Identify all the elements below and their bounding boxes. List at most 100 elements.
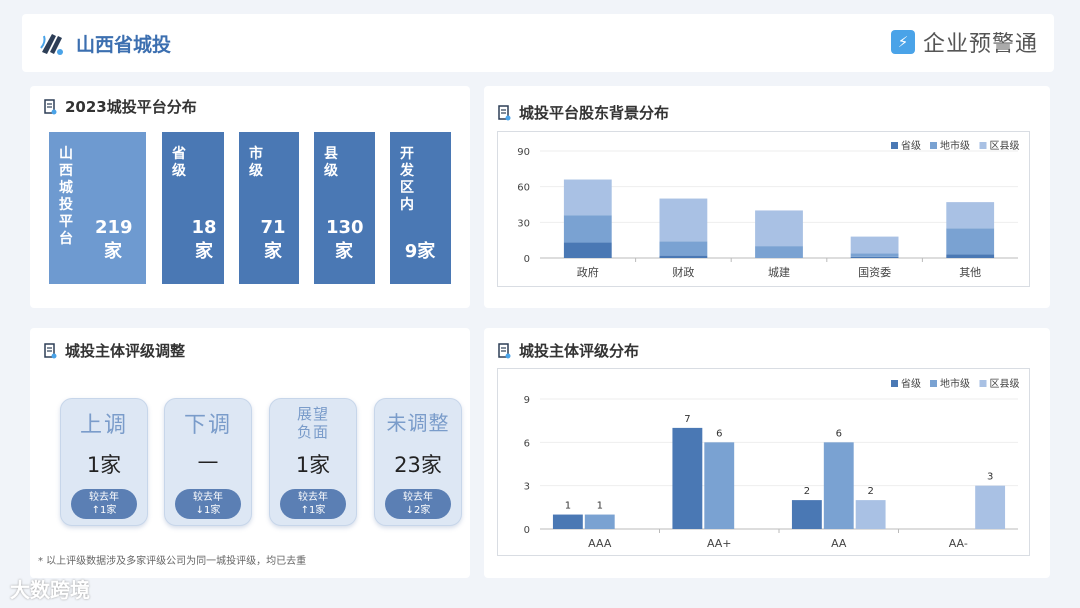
legend-swatch (891, 142, 898, 149)
platform-name: 县级 (324, 146, 338, 179)
data-label: 2 (867, 486, 873, 497)
bar-segment (563, 179, 612, 216)
platform-value: 9家 (404, 241, 436, 262)
footnote: * 以上评级数据涉及多家评级公司为同一城投评级，均已去重 (38, 556, 307, 567)
y-tick-label: 60 (517, 183, 530, 194)
card-outlook-negative: 展望负面 1家 较去年 ↑1家 (269, 398, 357, 526)
brand: ⚡ 企业预警通 (890, 26, 1038, 58)
bar-segment (850, 253, 899, 257)
legend-swatch (930, 142, 937, 149)
y-tick-label: 0 (524, 525, 530, 536)
lightning-icon: ⚡ (890, 30, 915, 54)
city-logo-icon (40, 34, 63, 55)
platform-block-county: 县级 130家 (314, 132, 375, 284)
data-label: 1 (597, 501, 603, 512)
change-label: 较去年 (298, 492, 328, 503)
card-count: 1家 (295, 453, 331, 477)
rating-chart-frame: 0 3 6 9 AAA AA+ AA AA- 1 1 7 6 2 6 2 3 区县级 地市级 省级 (497, 368, 1030, 556)
y-tick-label: 3 (524, 482, 530, 493)
y-tick-label: 30 (517, 218, 530, 229)
legend-label: 地市级 (940, 139, 970, 152)
bar-segment (659, 255, 708, 258)
document-icon (498, 342, 511, 358)
platform-value: 18家 (191, 217, 217, 262)
card-label: 下调 (183, 413, 232, 438)
change-value: ↓2家 (405, 505, 431, 516)
data-label: 7 (684, 414, 690, 425)
data-label: 3 (987, 472, 993, 483)
bar (584, 514, 615, 529)
platform-block-city: 市级 71家 (239, 132, 299, 284)
bar-segment (946, 202, 995, 229)
x-tick-label: 其他 (959, 266, 981, 279)
document-icon (498, 104, 511, 120)
bar-segment (659, 198, 708, 242)
document-icon (44, 342, 57, 358)
bar (791, 500, 822, 529)
platform-value: 130家 (326, 217, 364, 262)
rating-dist-title-text: 城投主体评级分布 (519, 342, 640, 360)
watermark: 大数跨境 (10, 578, 90, 602)
platform-name: 山西城投平台 (59, 146, 73, 247)
card-label: 展望负面 (296, 405, 329, 441)
card-upgrade: 上调 1家 较去年 ↑1家 (60, 398, 148, 526)
legend-swatch (979, 142, 987, 149)
change-label: 较去年 (89, 492, 119, 503)
card-label: 未调整 (386, 411, 450, 435)
bar-segment (755, 246, 803, 258)
platform-name: 市级 (249, 146, 263, 179)
change-pill: 较去年 ↑1家 (71, 489, 137, 519)
bar-segment (850, 256, 899, 258)
platform-section-title: 2023城投平台分布 (44, 96, 197, 117)
legend-label: 省级 (901, 139, 921, 152)
rating-dist-section-title: 城投主体评级分布 (498, 340, 639, 361)
shareholder-section-title: 城投平台股东背景分布 (498, 102, 669, 123)
x-tick-label: AA- (949, 537, 968, 550)
card-count: — (197, 449, 219, 473)
bar (552, 514, 583, 529)
shareholder-title-text: 城投平台股东背景分布 (519, 104, 670, 122)
bar (823, 442, 854, 529)
legend-swatch (979, 380, 987, 387)
platform-value: 71家 (260, 217, 286, 262)
bar (975, 485, 1006, 529)
x-tick-label: 国资委 (858, 266, 891, 279)
bar-segment (946, 228, 995, 255)
legend-label: 区县级 (990, 378, 1020, 390)
platform-title-text: 2023城投平台分布 (65, 98, 197, 116)
legend-label: 地市级 (940, 377, 970, 390)
platform-block-total: 山西城投平台 219家 (49, 132, 146, 284)
platform-name: 开发区内 (400, 146, 414, 213)
change-label: 较去年 (403, 492, 433, 503)
document-icon (44, 98, 57, 114)
platform-value: 219家 (95, 217, 133, 262)
card-downgrade: 下调 — 较去年 ↓1家 (164, 398, 252, 526)
data-label: 1 (565, 501, 571, 512)
page-title: 山西省城投 (76, 34, 172, 56)
x-tick-label: 城建 (768, 265, 790, 279)
y-tick-label: 90 (517, 147, 530, 158)
change-pill: 较去年 ↑1家 (280, 489, 346, 519)
bar-segment (563, 242, 612, 258)
y-tick-label: 9 (524, 395, 530, 406)
change-label: 较去年 (193, 492, 223, 503)
x-tick-label: AA+ (707, 537, 732, 550)
shareholder-chart: 0 30 60 90 政府 财政 城建 国资委 其他 区县级 地市级 省级 (517, 139, 1019, 279)
bar-segment (946, 254, 995, 258)
data-label: 6 (716, 428, 722, 439)
x-tick-label: 政府 (577, 265, 599, 279)
bar-segment (755, 210, 803, 247)
bar-segment (563, 215, 612, 243)
data-label: 2 (804, 486, 810, 497)
data-label: 6 (836, 428, 842, 439)
change-pill: 较去年 ↓2家 (385, 489, 451, 519)
bar-segment (659, 241, 708, 256)
bar (855, 500, 886, 529)
bar (704, 442, 735, 529)
legend-label: 省级 (901, 377, 921, 390)
platform-name: 省级 (172, 146, 186, 179)
y-tick-label: 6 (524, 438, 530, 449)
change-value: ↑1家 (300, 505, 326, 516)
card-label: 上调 (79, 413, 128, 438)
card-count: 23家 (394, 453, 442, 477)
